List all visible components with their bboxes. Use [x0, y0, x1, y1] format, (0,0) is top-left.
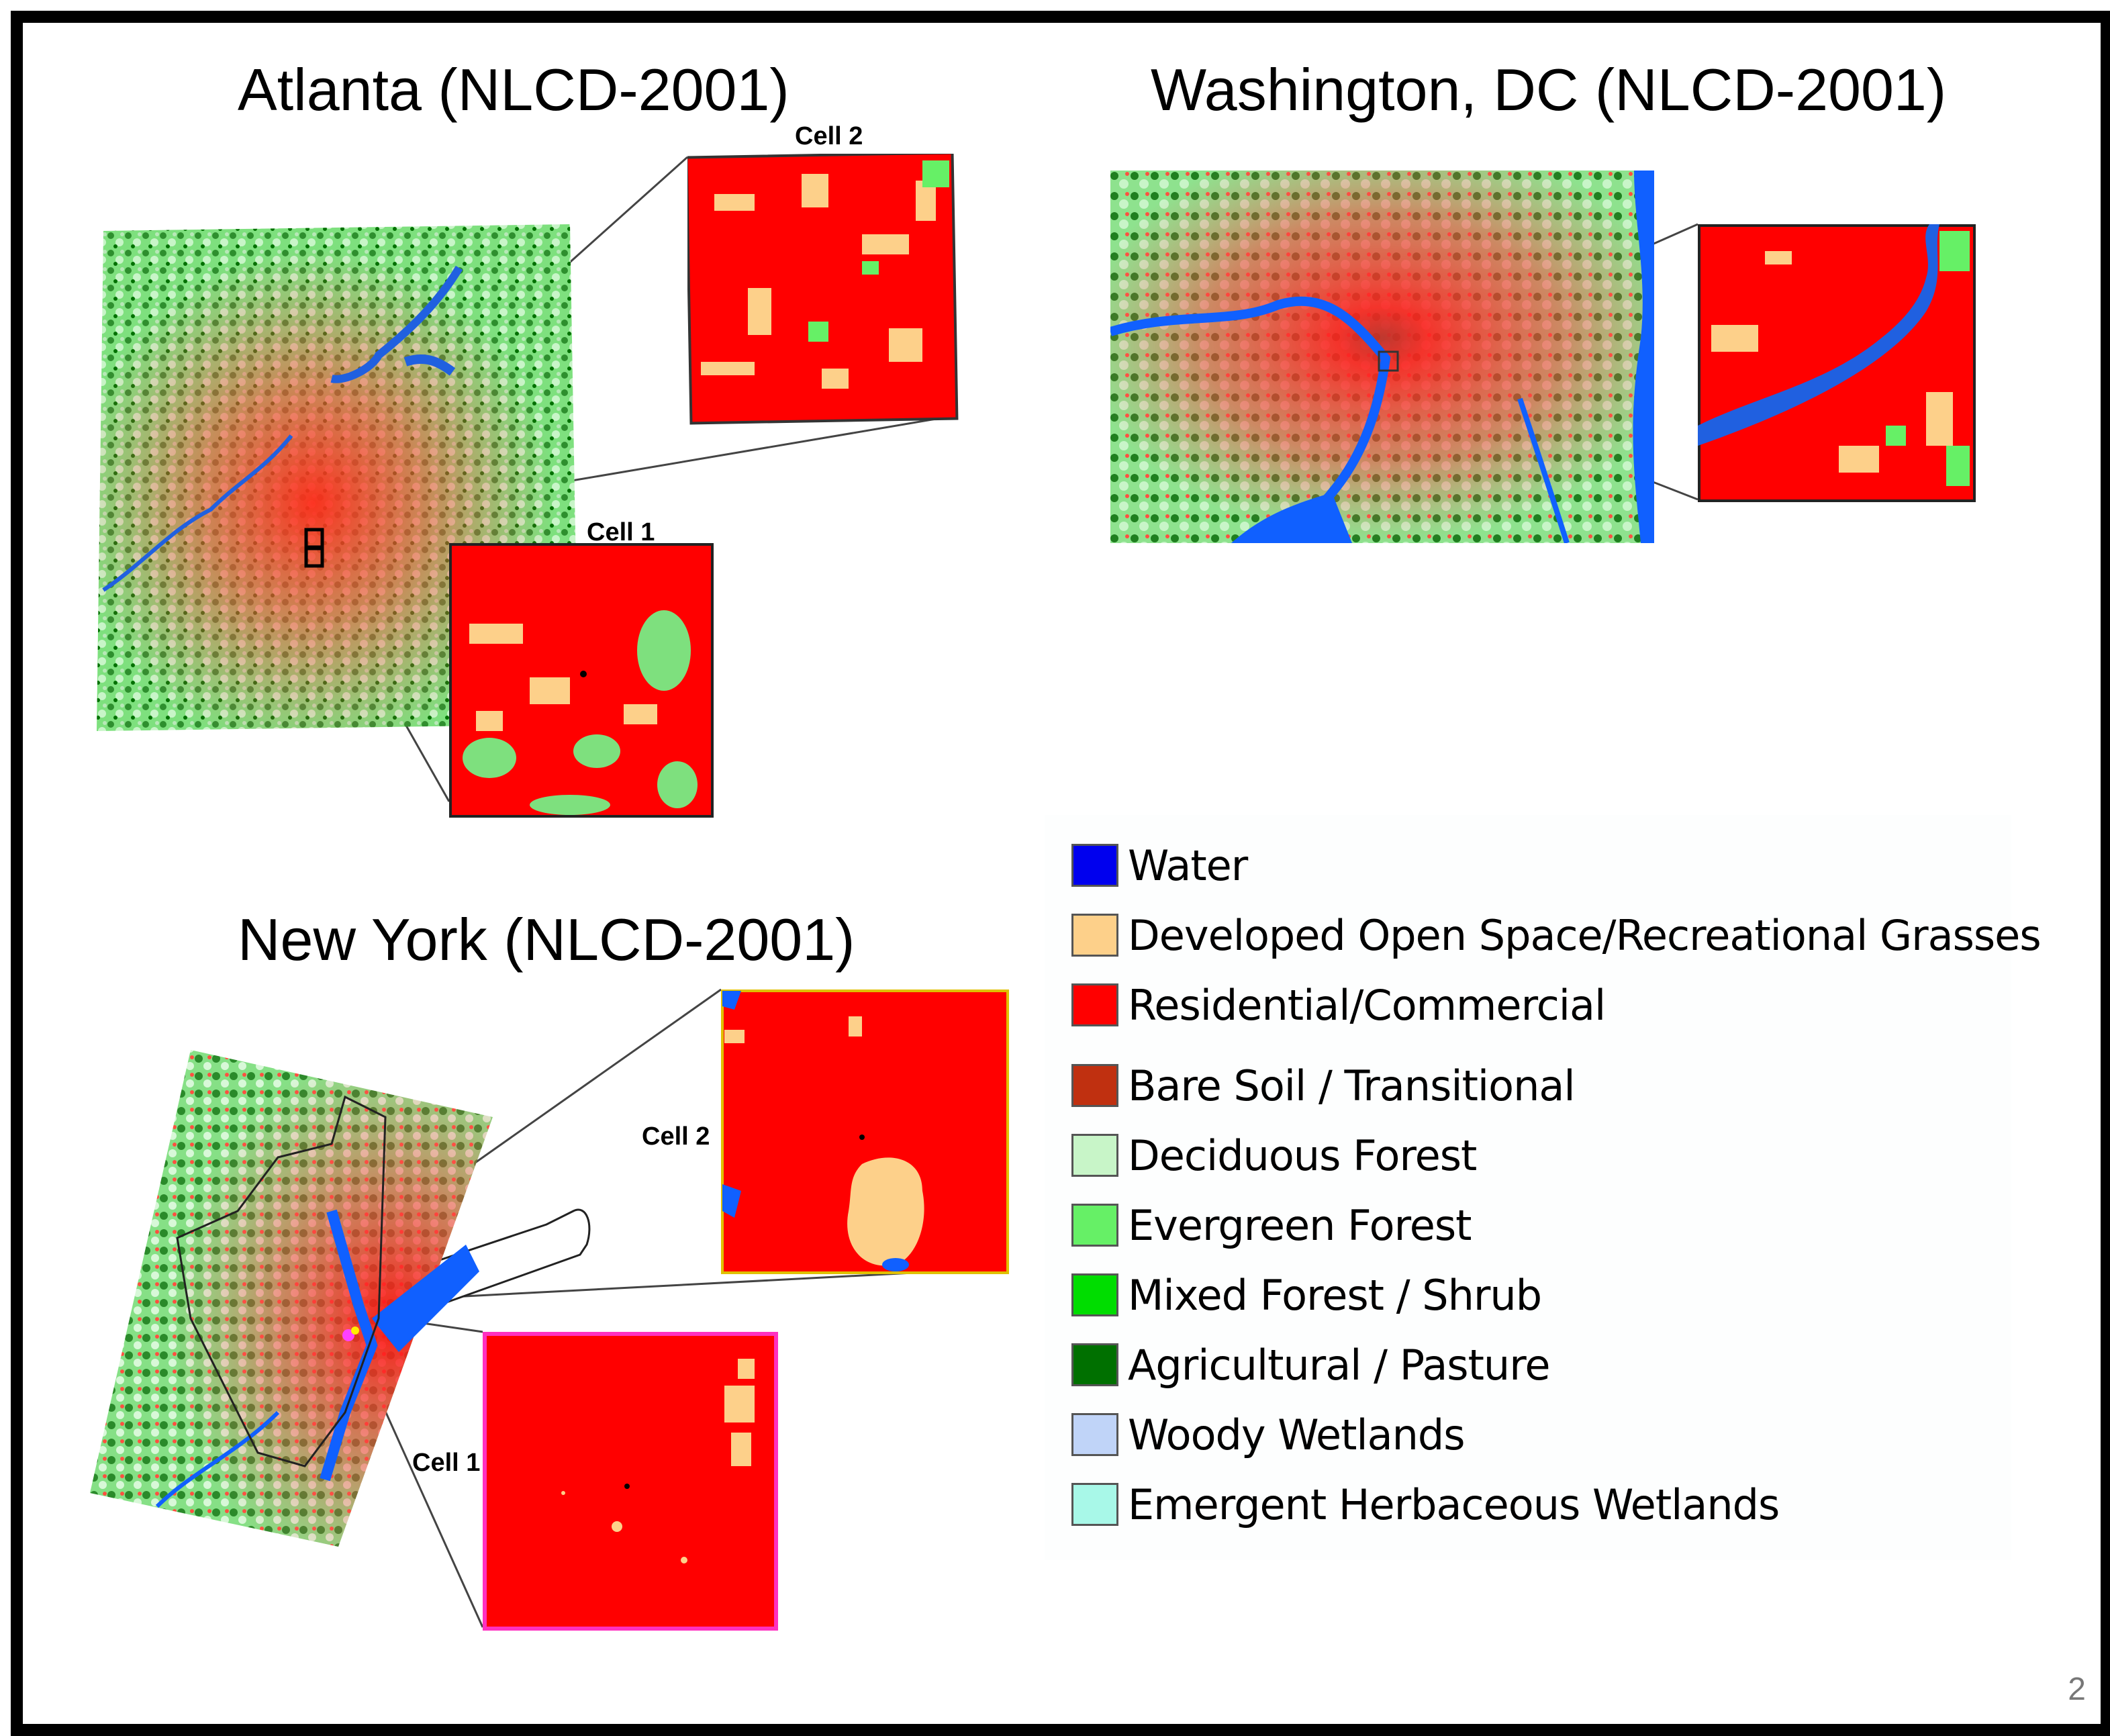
- newyork-map: [90, 1050, 493, 1547]
- legend-label: Developed Open Space/Recreational Grasse…: [1128, 910, 2042, 960]
- legend-swatch: [1071, 844, 1118, 887]
- legend-label: Bare Soil / Transitional: [1128, 1061, 1576, 1110]
- legend-label: Agricultural / Pasture: [1128, 1340, 1550, 1390]
- legend-swatch: [1071, 1204, 1118, 1247]
- legend-swatch: [1071, 983, 1118, 1026]
- legend-label: Mixed Forest / Shrub: [1128, 1270, 1542, 1320]
- atlanta-title: Atlanta (NLCD-2001): [238, 56, 789, 123]
- legend-item-woody-wetlands: Woody Wetlands: [1071, 1406, 1466, 1463]
- atlanta-cell1-map: [449, 543, 714, 818]
- legend-label: Residential/Commercial: [1128, 980, 1606, 1030]
- legend-item-developed-open-space: Developed Open Space/Recreational Grasse…: [1071, 906, 2042, 964]
- legend-item-evergreen-forest: Evergreen Forest: [1071, 1196, 1472, 1254]
- newyork-cell2-map: [721, 990, 1009, 1274]
- atlanta-cell1-label: Cell 1: [587, 518, 655, 546]
- legend-item-agricultural: Agricultural / Pasture: [1071, 1336, 1550, 1394]
- legend-swatch: [1071, 1483, 1118, 1526]
- figure-frame: Atlanta (NLCD-2001) Cell 2: [11, 11, 2110, 1736]
- legend-swatch: [1071, 1134, 1118, 1177]
- newyork-title: New York (NLCD-2001): [238, 906, 855, 973]
- newyork-cell1-map: [483, 1332, 778, 1631]
- legend-swatch: [1071, 1343, 1118, 1386]
- page-number: 2: [2068, 1672, 2086, 1707]
- legend-swatch: [1071, 1064, 1118, 1107]
- atlanta-cell2-map: [687, 154, 959, 425]
- legend-swatch: [1071, 1413, 1118, 1456]
- washington-map: [1110, 171, 1654, 543]
- legend-item-bare-soil: Bare Soil / Transitional: [1071, 1057, 1576, 1114]
- legend-item-mixed-forest: Mixed Forest / Shrub: [1071, 1266, 1542, 1324]
- legend-label: Emergent Herbaceous Wetlands: [1128, 1480, 1780, 1529]
- legend-label: Water: [1128, 840, 1248, 890]
- legend-item-emergent-wetlands: Emergent Herbaceous Wetlands: [1071, 1476, 1780, 1533]
- land-cover-legend: Water Developed Open Space/Recreational …: [1045, 815, 2042, 1560]
- legend-label: Deciduous Forest: [1128, 1130, 1477, 1180]
- legend-swatch: [1071, 1273, 1118, 1316]
- atlanta-cell2-label: Cell 2: [795, 122, 863, 150]
- newyork-cell2-label: Cell 2: [642, 1122, 710, 1151]
- washington-cell-map: [1698, 224, 1976, 502]
- washington-title: Washington, DC (NLCD-2001): [1151, 56, 1947, 123]
- legend-item-deciduous-forest: Deciduous Forest: [1071, 1126, 1477, 1184]
- legend-label: Evergreen Forest: [1128, 1200, 1472, 1250]
- legend-label: Woody Wetlands: [1128, 1410, 1466, 1459]
- newyork-cell1-label: Cell 1: [412, 1449, 481, 1477]
- legend-swatch: [1071, 914, 1118, 957]
- legend-item-water: Water: [1071, 836, 1248, 894]
- legend-item-residential-commercial: Residential/Commercial: [1071, 976, 1606, 1034]
